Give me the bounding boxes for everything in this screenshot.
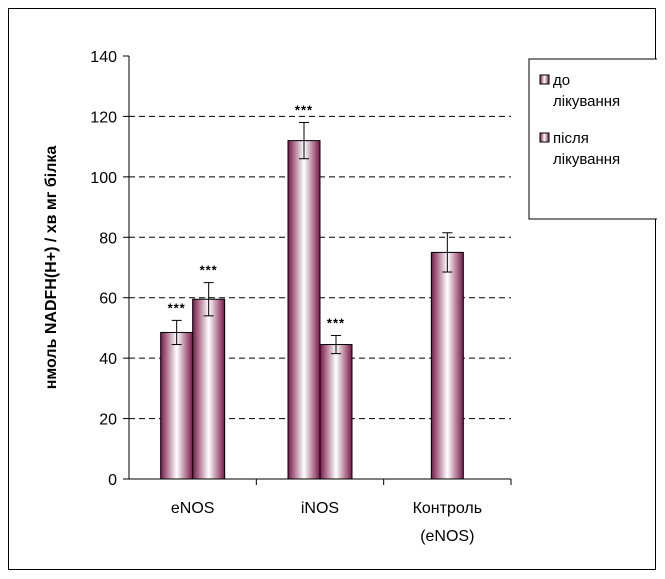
legend-entry-label: лікування	[553, 93, 620, 110]
legend-box	[528, 58, 657, 220]
y-tick-label: 20	[99, 412, 117, 429]
legend-swatch	[539, 74, 550, 85]
y-axis-label: нмоль NADFH(H+) / хв мг білка	[43, 146, 60, 390]
legend-entry-label: після	[553, 130, 589, 147]
bar	[430, 251, 464, 480]
x-tick-label: Контроль	[413, 500, 483, 517]
y-tick-label: 100	[90, 170, 117, 187]
bar	[160, 331, 194, 480]
significance-label: ***	[327, 315, 345, 330]
y-tick-label: 120	[90, 109, 117, 126]
significance-label: ***	[200, 263, 218, 278]
legend-swatch	[539, 132, 550, 143]
bar	[287, 140, 321, 480]
y-tick-label: 60	[99, 291, 117, 308]
x-tick-label-line2: (eNOS)	[420, 528, 474, 545]
y-tick-label: 140	[90, 49, 117, 66]
significance-label: ***	[295, 102, 313, 117]
y-tick-label: 40	[99, 351, 117, 368]
bar-chart: 0 20 40 60 80 100 120 140 нмоль NADFH(H+) / хв м…	[43, 49, 657, 545]
y-tick-label: 0	[108, 472, 117, 489]
x-tick-label: eNOS	[171, 500, 215, 517]
bar	[319, 344, 353, 480]
significance-label: ***	[168, 300, 186, 315]
legend-entry-label: до	[553, 72, 570, 89]
legend-entry-label: лікування	[553, 151, 620, 168]
chart-frame: 0 20 40 60 80 100 120 140 нмоль NADFH(H+) / хв м…	[8, 8, 657, 570]
bar	[192, 298, 226, 480]
x-tick-label: iNOS	[301, 500, 339, 517]
y-tick-label: 80	[99, 230, 117, 247]
